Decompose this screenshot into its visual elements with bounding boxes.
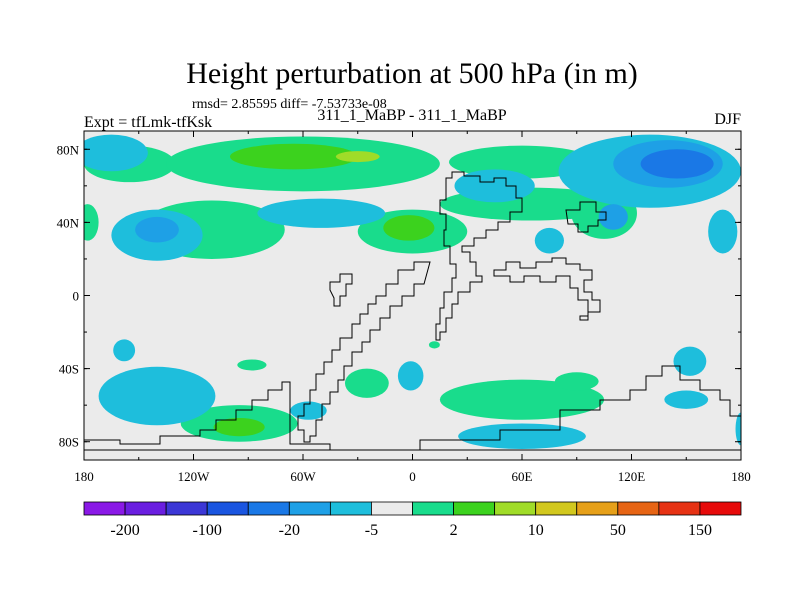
colorbar-swatch <box>329 501 372 516</box>
contour-region-negative_small <box>664 390 709 409</box>
colorbar: -200 -100 -20 -5 2 10 50 150 <box>83 501 742 539</box>
colorbar-swatch <box>124 501 167 516</box>
colorbar-swatch <box>206 501 249 516</box>
x-tick-label: 60E <box>512 469 533 484</box>
experiment-label: Expt = tfLmk-tfKsk <box>84 114 212 131</box>
contour-region-positive_small <box>428 341 440 349</box>
x-tick-label: 60W <box>290 469 316 484</box>
x-tick-label: 0 <box>409 469 416 484</box>
colorbar-swatch <box>617 501 660 516</box>
contour-region-positive <box>383 215 435 241</box>
colorbar-swatch <box>535 501 578 516</box>
colorbar-label: 10 <box>528 522 544 539</box>
colorbar-label: -100 <box>193 522 222 539</box>
coastline-south-america <box>297 261 431 443</box>
colorbar-label: 150 <box>688 522 712 539</box>
difference-label: 311_1_MaBP - 311_1_MaBP <box>317 107 506 124</box>
colorbar-swatch <box>412 501 454 516</box>
colorbar-swatch <box>658 501 701 516</box>
contour-fill-layer <box>84 134 741 450</box>
contour-region-negative_small <box>290 401 327 420</box>
colorbar-swatch <box>247 501 290 516</box>
contour-region-positive <box>230 143 358 170</box>
y-tick-label: 40N <box>57 215 80 230</box>
contour-region-positive_small <box>84 204 99 241</box>
contour-region-negative_small <box>673 346 707 376</box>
contour-region-negative_small <box>98 366 216 426</box>
coastline-north-america <box>435 171 523 341</box>
x-tick-label: 120W <box>178 469 211 484</box>
contour-region-negative_small <box>397 361 424 391</box>
colorbar-swatch <box>699 501 742 516</box>
contour-region-negative_med <box>640 149 714 179</box>
contour-region-positive_small <box>554 372 599 391</box>
chart-title: Height perturbation at 500 hPa (in m) <box>186 57 638 90</box>
colorbar-swatch <box>371 501 413 516</box>
y-tick-label: 80N <box>57 142 80 157</box>
stats-line: rmsd= 2.85595 diff= -7.53733e-08 <box>192 97 387 112</box>
contour-region-positive_small <box>237 359 267 371</box>
contour-region-negative_small <box>735 412 741 446</box>
x-tick-label: 180 <box>731 469 751 484</box>
coastline-east-asia <box>565 201 607 233</box>
colorbar-label: 50 <box>610 522 626 539</box>
contour-region-negative_small <box>113 339 136 362</box>
colorbar-label: -200 <box>110 522 139 539</box>
colorbar-swatch <box>494 501 537 516</box>
contour-region-negative <box>598 204 628 230</box>
coastline-eurasia <box>493 257 601 321</box>
contour-region-positive_small <box>344 368 389 398</box>
colorbar-swatch <box>165 501 208 516</box>
contour-region-negative_small <box>257 198 386 228</box>
x-tick-label: 180 <box>74 469 94 484</box>
contour-region-negative_small <box>534 227 564 254</box>
colorbar-label: -5 <box>365 522 378 539</box>
contour-region-positive <box>213 417 265 437</box>
contour-region-negative_small <box>454 169 535 203</box>
contour-region-negative_small <box>84 134 148 172</box>
y-tick-label: 0 <box>73 289 80 304</box>
colorbar-swatch <box>83 501 126 516</box>
contour-region-negative_small <box>458 423 586 450</box>
colorbar-swatch <box>288 501 331 516</box>
colorbar-label: -20 <box>279 522 300 539</box>
axes-layer: 180 120W 60W 0 60E 120E 180 80N 40N 0 40S 80S <box>57 131 751 484</box>
colorbar-swatch <box>576 501 619 516</box>
season-label: DJF <box>714 111 741 128</box>
contour-region-negative_small <box>708 209 738 254</box>
coastline-layer <box>84 171 741 451</box>
colorbar-label: 2 <box>450 522 458 539</box>
coastline-antarctica <box>84 365 741 451</box>
colorbar-swatch <box>453 501 496 516</box>
y-tick-label: 80S <box>59 435 79 450</box>
contour-region-negative <box>135 216 179 243</box>
contour-region-positive_med <box>335 151 380 163</box>
x-tick-label: 120E <box>618 469 646 484</box>
y-tick-label: 40S <box>59 362 79 377</box>
coastline-greenland <box>329 273 353 307</box>
